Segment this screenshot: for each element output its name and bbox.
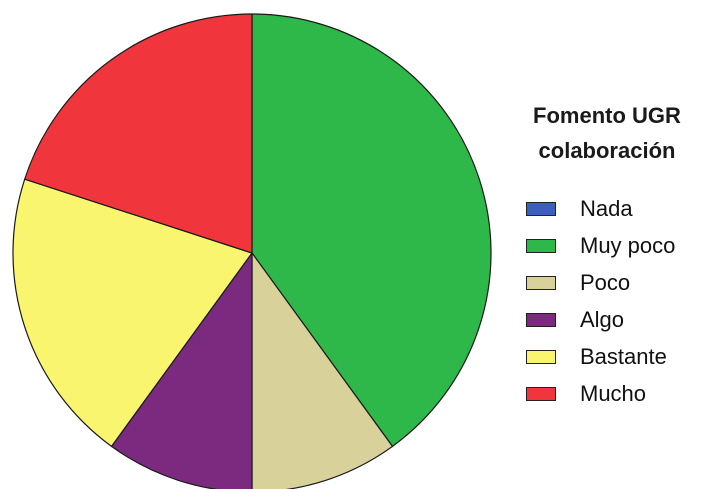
legend-swatch xyxy=(526,238,556,253)
legend-label: Nada xyxy=(580,195,633,221)
legend-item-poco: Poco xyxy=(514,264,704,301)
legend-item-nada: Nada xyxy=(514,190,704,227)
legend-item-bastante: Bastante xyxy=(514,338,704,375)
legend-label: Algo xyxy=(580,306,625,332)
legend-item-mucho: Mucho xyxy=(514,375,704,412)
legend-swatch xyxy=(526,275,556,290)
legend-swatch xyxy=(526,386,556,401)
legend-label: Mucho xyxy=(580,380,647,406)
legend: Fomento UGR colaboración Nada Muy poco P… xyxy=(514,98,704,412)
legend-label: Muy poco xyxy=(580,232,676,258)
legend-swatch xyxy=(526,201,556,216)
legend-title-line2: colaboración xyxy=(538,138,676,163)
pie-slice-algo xyxy=(110,252,253,489)
legend-label: Poco xyxy=(580,269,631,295)
pie-slice-poco xyxy=(251,252,394,489)
legend-items: Nada Muy poco Poco Algo Bastante Mucho xyxy=(514,190,704,412)
pie-slice-bastante xyxy=(12,178,253,447)
legend-title-line1: Fomento UGR xyxy=(533,103,681,128)
pie-slice-muy-poco xyxy=(251,13,492,447)
legend-title: Fomento UGR colaboración xyxy=(522,98,692,168)
legend-swatch xyxy=(526,349,556,364)
legend-item-algo: Algo xyxy=(514,301,704,338)
pie-slice-mucho xyxy=(24,13,253,254)
legend-item-muy-poco: Muy poco xyxy=(514,227,704,264)
legend-label: Bastante xyxy=(580,343,667,369)
legend-swatch xyxy=(526,312,556,327)
